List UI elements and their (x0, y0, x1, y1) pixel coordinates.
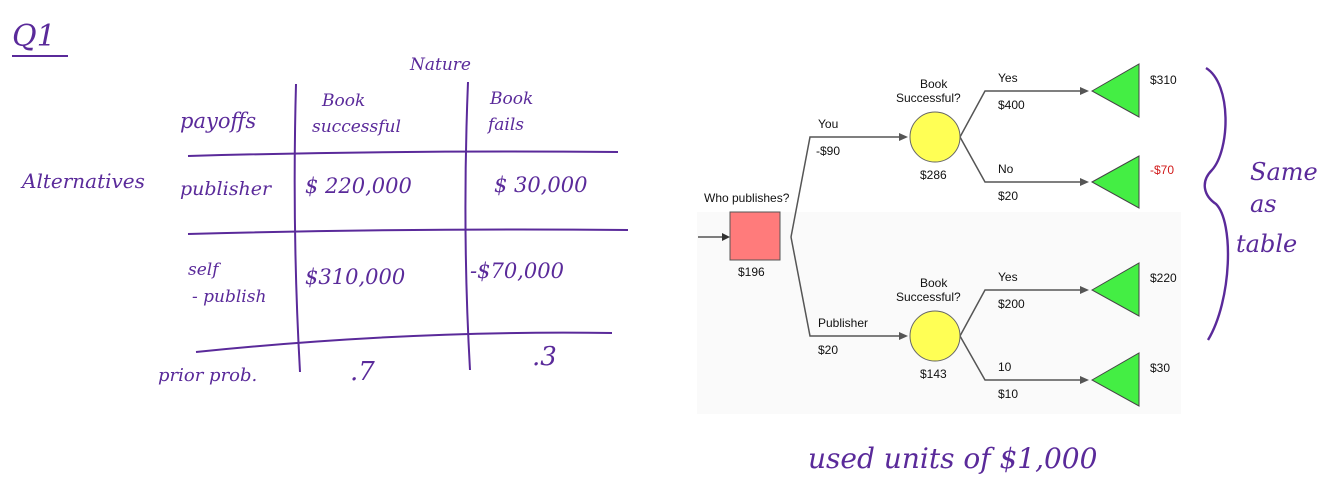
question-label: Q1 (12, 19, 56, 54)
root-value: $196 (738, 265, 765, 279)
cell-pub-success: $ 220,000 (305, 174, 412, 198)
table-line-v2 (464, 81, 471, 371)
chance-node-top (909, 111, 961, 163)
branch-bottom-yes (959, 289, 1084, 337)
handwritten-table: Q1 Nature Alternatives payoffs Book succ… (12, 19, 629, 387)
same-line2: as (1250, 190, 1277, 218)
table-line-v1 (293, 83, 301, 373)
same-line1: Same (1250, 158, 1318, 186)
branch-publisher-arrow (899, 332, 908, 340)
payoff-1: $310 (1150, 73, 1177, 87)
decision-tree: Who publishes? $196 You -$90 Publisher $… (697, 63, 1181, 414)
branch-you (790, 136, 903, 238)
branch-top-yes (959, 90, 1084, 138)
bottom-yes-value: $200 (998, 297, 1025, 311)
branch-top-yes-arrow (1080, 87, 1089, 95)
chance-bottom-value: $143 (920, 367, 947, 381)
top-no-value: $20 (998, 189, 1018, 203)
handwritten-annotations: Same as table used units of $1,000 (808, 66, 1318, 475)
cell-self-fail: -$70,000 (470, 259, 564, 283)
row-self-line2: - publish (192, 287, 266, 307)
nature-label: Nature (409, 55, 471, 75)
top-yes-label: Yes (998, 71, 1018, 85)
branch-you-arrow (899, 133, 908, 141)
chance-top-value: $286 (920, 168, 947, 182)
table-line-h1 (187, 150, 619, 157)
table-line-h2 (187, 228, 629, 235)
terminal-node-2 (1090, 155, 1140, 209)
publisher-cost: $20 (818, 343, 838, 357)
top-yes-value: $400 (998, 98, 1025, 112)
col-fail-line2: fails (486, 115, 524, 135)
curly-brace (1203, 66, 1230, 341)
you-cost: -$90 (816, 144, 840, 158)
entry-arrow-head (722, 233, 730, 241)
bottom-no-value: $10 (998, 387, 1018, 401)
branch-bottom-no-arrow (1080, 376, 1089, 384)
prob-success: .7 (350, 357, 375, 387)
row-self-line1: self (188, 260, 221, 280)
branch-top-no-arrow (1080, 178, 1089, 186)
branch-publisher (790, 236, 903, 337)
chance-bottom-label-1: Book (920, 276, 948, 290)
branch-bottom-no (959, 335, 1084, 381)
payoff-4: $30 (1150, 361, 1170, 375)
chance-top-label-1: Book (920, 77, 948, 91)
you-label: You (818, 117, 838, 131)
alternatives-label: Alternatives (20, 169, 145, 193)
payoffs-header: payoffs (180, 109, 256, 133)
same-line3: table (1236, 230, 1297, 258)
branch-top-no (959, 136, 1084, 183)
publisher-label: Publisher (818, 316, 868, 330)
col-success-line2: successful (312, 117, 401, 137)
chance-bottom-label-2: Successful? (896, 290, 961, 304)
root-label: Who publishes? (704, 191, 790, 205)
cell-pub-fail: $ 30,000 (494, 173, 588, 197)
bottom-yes-label: Yes (998, 270, 1018, 284)
terminal-node-4 (1090, 352, 1140, 407)
decision-node (729, 211, 781, 261)
col-success-line1: Book (321, 91, 365, 111)
bottom-no-label: 10 (998, 360, 1012, 374)
chance-node-bottom (909, 310, 961, 362)
col-fail-line1: Book (489, 89, 533, 109)
prior-prob-label: prior prob. (158, 365, 257, 386)
branch-bottom-yes-arrow (1080, 286, 1089, 294)
table-line-h3 (195, 331, 613, 353)
terminal-node-3 (1090, 262, 1140, 317)
payoff-2: -$70 (1150, 163, 1174, 177)
units-note: used units of $1,000 (808, 442, 1097, 475)
terminal-node-1 (1090, 63, 1140, 118)
top-no-label: No (998, 162, 1014, 176)
prob-fail: .3 (532, 342, 557, 372)
payoff-3: $220 (1150, 271, 1177, 285)
row-publisher: publisher (180, 178, 273, 200)
chance-top-label-2: Successful? (896, 91, 961, 105)
cell-self-success: $310,000 (305, 265, 405, 289)
